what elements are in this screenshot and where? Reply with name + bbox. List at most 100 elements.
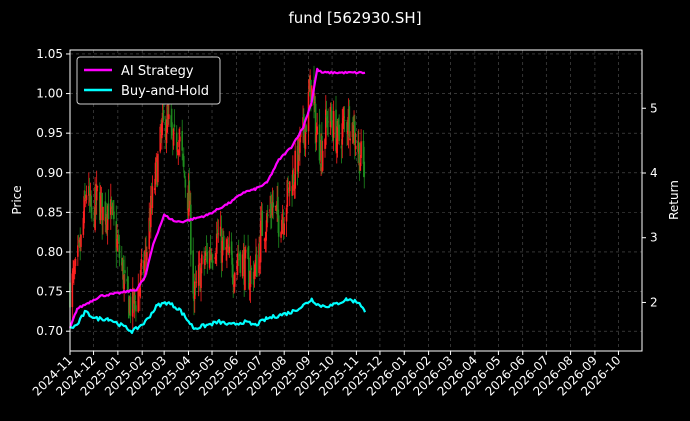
candle-body bbox=[338, 124, 340, 141]
candle-body bbox=[85, 195, 88, 200]
candle-body bbox=[177, 150, 180, 156]
candle-body bbox=[314, 103, 317, 144]
candle-body bbox=[277, 196, 279, 219]
candle-body bbox=[172, 128, 175, 146]
candle-body bbox=[91, 207, 93, 209]
candle-body bbox=[120, 257, 123, 266]
candle-body bbox=[348, 106, 351, 138]
candle-body bbox=[205, 250, 208, 254]
candle-body bbox=[173, 124, 176, 128]
candle-body bbox=[258, 243, 260, 274]
candle-body bbox=[200, 268, 202, 288]
y-axis-right-label: Return bbox=[667, 180, 681, 220]
candle-body bbox=[206, 251, 209, 264]
candle-body bbox=[226, 250, 228, 253]
candle-body bbox=[274, 205, 277, 207]
candle-body bbox=[104, 201, 107, 222]
candle-body bbox=[190, 204, 192, 255]
y-tick-label-left: 0.95 bbox=[36, 126, 63, 140]
candle-body bbox=[209, 248, 212, 259]
candle-body bbox=[237, 259, 239, 261]
y-tick-label-right: 2 bbox=[650, 295, 658, 309]
candle-body bbox=[171, 122, 173, 136]
candle-body bbox=[146, 251, 148, 261]
y-tick-label-left: 1.00 bbox=[36, 87, 63, 101]
candle-body bbox=[319, 163, 322, 165]
candle-body bbox=[182, 154, 184, 156]
candle-body bbox=[139, 287, 141, 297]
candle-body bbox=[159, 126, 162, 152]
candle-body bbox=[325, 115, 328, 118]
candle-body bbox=[193, 281, 196, 300]
candle-body bbox=[192, 250, 194, 294]
legend: AI Strategy Buy-and-Hold bbox=[76, 56, 221, 105]
candle-body bbox=[286, 180, 289, 207]
candle-body bbox=[212, 260, 214, 263]
candle-body bbox=[181, 131, 184, 151]
candle-body bbox=[107, 203, 110, 220]
candle-body bbox=[222, 235, 225, 250]
candle-body bbox=[166, 104, 169, 133]
candle-body bbox=[102, 206, 104, 221]
candle-body bbox=[342, 118, 344, 126]
candle-body bbox=[94, 187, 96, 231]
candle-body bbox=[266, 213, 268, 228]
candle-body bbox=[215, 254, 217, 261]
candle-body bbox=[95, 184, 98, 201]
candle-body bbox=[241, 254, 244, 277]
y-tick-label-left: 0.75 bbox=[36, 285, 63, 299]
candle-body bbox=[277, 215, 280, 237]
candle-body bbox=[271, 201, 274, 216]
candle-body bbox=[343, 116, 345, 118]
candle-body bbox=[299, 131, 302, 138]
candle-body bbox=[139, 270, 142, 285]
candle-body bbox=[184, 179, 187, 188]
candle-body bbox=[179, 136, 181, 142]
candle-body bbox=[129, 296, 132, 316]
candle-body bbox=[336, 120, 339, 145]
candle-body bbox=[244, 249, 246, 290]
candle-body bbox=[170, 115, 173, 128]
candle-body bbox=[154, 162, 157, 185]
candle-body bbox=[176, 149, 179, 152]
candle-body bbox=[281, 219, 283, 235]
candle-body bbox=[71, 273, 74, 308]
candle-body bbox=[208, 250, 211, 268]
candle-body bbox=[346, 122, 348, 133]
candle-body bbox=[217, 233, 220, 235]
candle-body bbox=[182, 155, 185, 167]
candle-body bbox=[270, 203, 272, 215]
candle-body bbox=[318, 124, 321, 161]
candle-body bbox=[162, 110, 165, 121]
candle-body bbox=[124, 270, 126, 274]
candle-body bbox=[236, 261, 238, 272]
candle-body bbox=[254, 262, 256, 277]
candle-body bbox=[167, 106, 169, 115]
candle-body bbox=[228, 246, 231, 253]
series-lines bbox=[68, 67, 367, 334]
candle-body bbox=[175, 132, 178, 150]
candle-body bbox=[84, 200, 87, 202]
candle-body bbox=[360, 141, 362, 158]
candle-body bbox=[363, 161, 366, 178]
candle-body bbox=[297, 138, 300, 172]
candle-body bbox=[250, 267, 253, 270]
y-tick-label-left: 1.05 bbox=[36, 47, 63, 61]
candle-body bbox=[216, 229, 219, 237]
candle-body bbox=[232, 276, 235, 285]
candle-body bbox=[134, 295, 136, 301]
candle-body bbox=[137, 289, 140, 312]
candle-body bbox=[272, 202, 275, 208]
candle-body bbox=[157, 153, 159, 183]
series-line-buy-and-hold bbox=[69, 297, 367, 334]
candle-body bbox=[288, 181, 291, 192]
candle-body bbox=[266, 214, 269, 217]
candle-body bbox=[304, 125, 307, 150]
candle-body bbox=[327, 121, 329, 123]
candle-body bbox=[143, 260, 146, 271]
candle-body bbox=[210, 254, 213, 261]
candle-body bbox=[204, 250, 207, 256]
y-tick-label-right: 3 bbox=[650, 231, 658, 245]
candle-body bbox=[140, 259, 143, 267]
